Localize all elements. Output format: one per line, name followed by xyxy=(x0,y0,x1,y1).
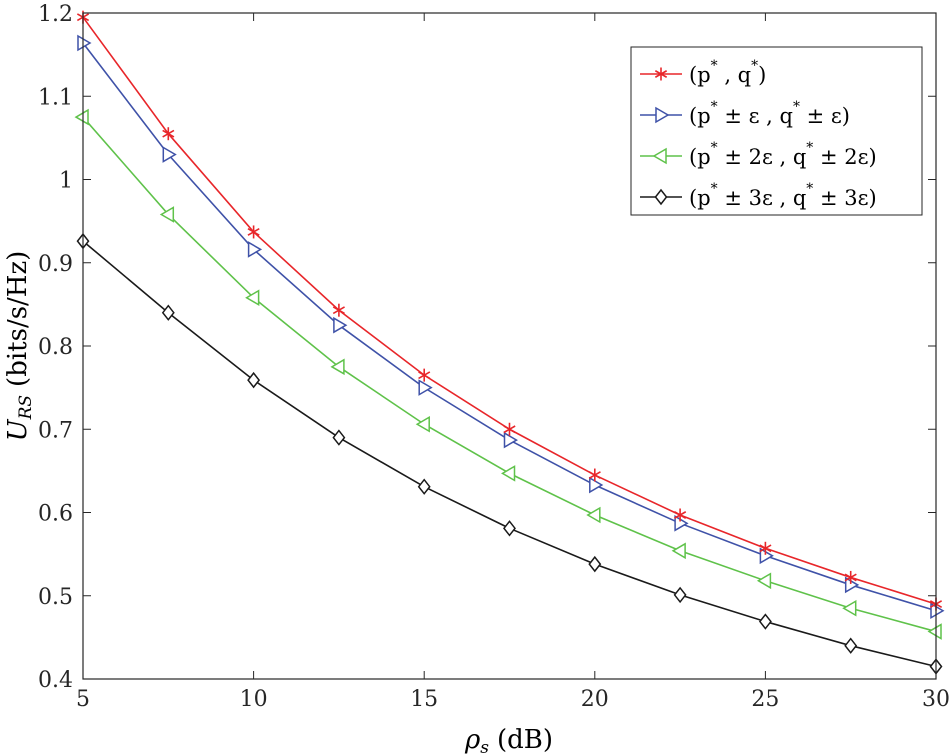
y-tick-label: 1 xyxy=(59,169,73,194)
data-point-star xyxy=(588,468,601,482)
x-tick-label: 5 xyxy=(76,687,90,712)
data-point-triangle-left xyxy=(245,289,260,307)
y-tick-label: 0.6 xyxy=(38,502,73,527)
x-axis-unit: (dB) xyxy=(497,725,553,754)
data-point-diamond xyxy=(673,586,687,604)
data-point-diamond xyxy=(844,637,858,654)
series-2 xyxy=(77,34,945,620)
data-point-triangle-right xyxy=(418,379,433,396)
data-point-triangle-left xyxy=(74,108,89,126)
y-tick-label: 1.1 xyxy=(38,85,73,110)
data-point-triangle-right xyxy=(162,146,177,163)
y-axis-symbol: U xyxy=(3,418,33,441)
data-point-star xyxy=(332,303,345,317)
data-point-triangle-left xyxy=(842,599,857,617)
y-tick-label: 1.2 xyxy=(38,2,73,27)
y-tick-labels: 0.4 0.5 0.6 0.7 0.8 0.9 1 1.1 1.2 xyxy=(38,2,73,693)
legend-item: (p* ± 3ε , q* ± 3ε) xyxy=(640,181,877,210)
data-point-star xyxy=(844,570,857,584)
legend-label: (p* ± 2ε , q* ± 2ε) xyxy=(689,140,877,169)
data-point-diamond xyxy=(654,188,668,206)
data-point-triangle-right xyxy=(77,34,92,52)
y-tick-label: 0.9 xyxy=(38,252,73,277)
data-point-star xyxy=(503,422,516,436)
legend-item: (p* ± ε , q* ± ε) xyxy=(640,99,850,128)
data-point-triangle-right xyxy=(930,602,945,620)
legend-item: (p* ± 2ε , q* ± 2ε) xyxy=(640,140,877,169)
data-point-star xyxy=(759,541,772,555)
data-point-triangle-left xyxy=(501,465,516,482)
x-tick-label: 15 xyxy=(410,687,438,712)
y-axis-label: URS (bits/s/Hz) xyxy=(3,251,36,442)
data-point-triangle-right xyxy=(333,316,348,334)
x-axis-symbol: ρ xyxy=(464,725,481,754)
x-tick-label: 30 xyxy=(922,687,950,712)
series-3 xyxy=(74,108,942,640)
data-point-triangle-left xyxy=(415,415,430,433)
legend-box xyxy=(630,46,923,216)
plot-frame xyxy=(82,12,937,680)
y-axis-unit: (bits/s/Hz) xyxy=(3,251,33,387)
x-tick-labels: 5 10 15 20 25 30 xyxy=(76,687,950,712)
data-point-triangle-right xyxy=(844,576,860,594)
legend-label: (p* , q*) xyxy=(689,58,766,87)
data-point-triangle-right xyxy=(674,515,689,532)
y-tick-label: 0.4 xyxy=(38,668,73,693)
legend-item: (p* , q*) xyxy=(640,58,766,87)
data-point-diamond xyxy=(758,613,772,630)
y-axis-subscript: RS xyxy=(16,395,36,420)
data-point-star xyxy=(674,508,687,522)
legend: (p* , q*) (p* ± ε , q* ± ε) (p* ± 2ε , q* … xyxy=(630,46,923,216)
x-tick-label: 20 xyxy=(581,687,609,712)
data-point-star xyxy=(247,225,260,239)
data-point-triangle-right xyxy=(655,106,670,124)
data-point-triangle-left xyxy=(586,506,601,524)
legend-label: (p* ± 3ε , q* ± 3ε) xyxy=(689,181,877,210)
data-point-triangle-right xyxy=(589,476,604,494)
data-point-star xyxy=(162,127,175,141)
series-group xyxy=(74,10,945,675)
data-point-triangle-left xyxy=(927,623,942,640)
data-point-diamond xyxy=(247,371,261,389)
data-point-triangle-left xyxy=(330,358,345,376)
y-tick-label: 0.8 xyxy=(38,335,73,360)
data-point-triangle-right xyxy=(759,547,774,565)
data-point-star xyxy=(418,368,431,382)
data-point-diamond xyxy=(161,304,175,321)
series-4 xyxy=(76,232,943,675)
y-tick-label: 0.7 xyxy=(38,418,73,443)
y-tick-label: 0.5 xyxy=(38,585,73,610)
data-point-diamond xyxy=(417,478,431,495)
legend-label: (p* ± ε , q* ± ε) xyxy=(689,99,850,128)
data-point-triangle-left xyxy=(159,206,175,223)
data-point-triangle-right xyxy=(247,241,263,258)
data-point-triangle-right xyxy=(503,431,518,449)
data-point-star xyxy=(654,67,668,81)
x-tick-label: 25 xyxy=(751,687,779,712)
data-point-triangle-left xyxy=(756,572,772,590)
data-point-diamond xyxy=(332,429,346,446)
x-axis-subscript: s xyxy=(480,738,489,754)
data-point-triangle-left xyxy=(652,147,667,165)
x-tick-label: 10 xyxy=(240,687,268,712)
data-point-diamond xyxy=(503,520,516,537)
data-point-diamond xyxy=(588,555,602,573)
x-axis-label: ρs (dB) xyxy=(464,725,553,754)
data-point-triangle-left xyxy=(671,542,686,560)
